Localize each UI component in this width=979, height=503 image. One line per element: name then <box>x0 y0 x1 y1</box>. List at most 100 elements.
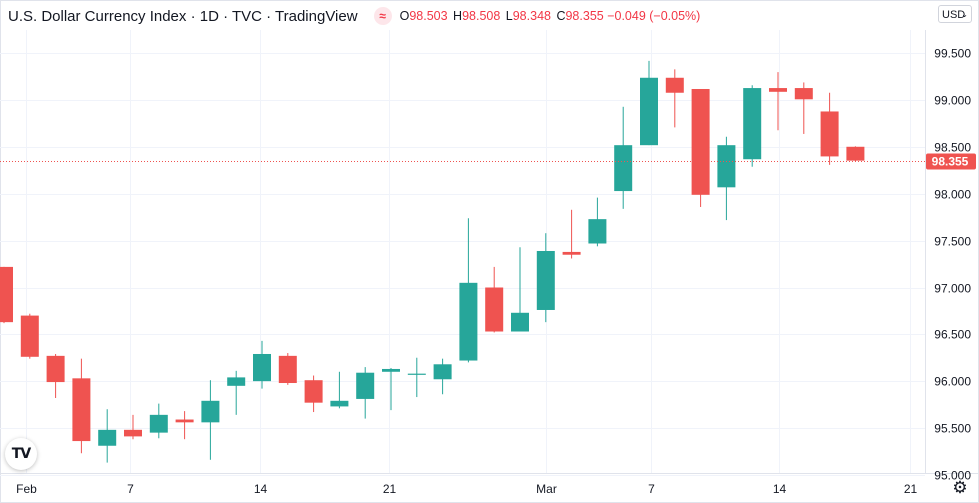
candle-body <box>175 419 194 423</box>
ohlc-open-label: O <box>399 9 410 23</box>
candle <box>407 357 426 398</box>
candle <box>253 340 271 389</box>
time-tick-label: 14 <box>773 482 787 496</box>
candle-body <box>98 429 117 446</box>
candle <box>640 60 658 146</box>
ohlc-close-value: 98.355 <box>565 9 604 23</box>
price-tick-label: 98.000 <box>934 188 971 202</box>
time-tick-label: Mar <box>536 482 557 496</box>
candle-body <box>665 77 684 93</box>
last-price-marker: 98.355 <box>0 153 976 170</box>
candle-body <box>382 368 400 372</box>
price-tick-label: 99.500 <box>934 47 971 61</box>
price-tick-label: 99.000 <box>934 94 971 108</box>
time-tick-label: 14 <box>254 482 268 496</box>
candle-body <box>794 88 813 100</box>
time-tick-label: 7 <box>648 482 655 496</box>
candle-body <box>124 429 142 437</box>
candle-body <box>562 251 581 255</box>
candle-body <box>717 145 736 188</box>
candle-body <box>253 353 271 382</box>
candle-body <box>46 355 65 383</box>
ohlc-low-value: 98.348 <box>512 9 551 23</box>
candle-body <box>201 400 220 423</box>
candle-body <box>72 378 91 442</box>
candle-body <box>820 111 839 157</box>
candles <box>0 60 865 463</box>
tradingview-logo-icon[interactable]: TV <box>5 438 37 470</box>
chart-title: U.S. Dollar Currency Index · 1D · TVC · … <box>8 7 358 25</box>
settings-gear-icon[interactable]: ⚙ <box>952 478 968 497</box>
candle-body <box>511 312 529 332</box>
currency-selector[interactable]: USD ⌄ <box>938 5 972 23</box>
last-price-badge <box>926 153 976 170</box>
candle <box>201 380 220 460</box>
ohlc-open-value: 98.503 <box>409 9 448 23</box>
delayed-data-badge-icon[interactable]: ≈ <box>373 7 392 25</box>
candle <box>511 247 529 332</box>
price-tick-label: 96.000 <box>934 375 971 389</box>
candle <box>769 72 787 131</box>
candle-body <box>691 88 710 195</box>
candle <box>691 88 710 207</box>
candle <box>304 375 323 413</box>
candle-body <box>459 282 478 361</box>
ohlc-change-value: −0.049 (−0.05%) <box>607 9 701 23</box>
time-tick-label: Feb <box>16 482 37 496</box>
candle <box>356 367 375 419</box>
candle <box>382 368 400 411</box>
candle <box>846 146 865 162</box>
candle <box>0 266 13 324</box>
candle <box>743 85 762 167</box>
ohlc-low-label: L <box>505 9 513 23</box>
candle <box>562 209 581 259</box>
price-tick-label: 98.500 <box>934 141 971 155</box>
candle-body <box>20 315 39 357</box>
candle-body <box>0 266 13 323</box>
candle <box>820 92 839 165</box>
ohlc-high-value: 98.508 <box>462 9 501 23</box>
candle-body <box>588 219 607 244</box>
ohlc-high-label: H <box>453 9 463 23</box>
candle-body <box>769 88 787 92</box>
currency-label: USD <box>942 9 966 21</box>
time-tick-label: 21 <box>383 482 397 496</box>
candle <box>46 353 65 398</box>
candle <box>330 371 349 409</box>
price-tick-label: 95.000 <box>934 469 971 483</box>
ohlc-legend: O98.503 H98.508 L98.348 C98.355 −0.049 (… <box>400 9 701 23</box>
candle <box>485 266 504 333</box>
price-tick-label: 97.500 <box>934 235 971 249</box>
candle-body <box>407 373 426 375</box>
candle <box>175 411 194 440</box>
candle-body <box>278 355 297 384</box>
candle <box>227 370 246 415</box>
chevron-down-icon: ⌄ <box>961 10 968 19</box>
time-tick-label: 7 <box>127 482 134 496</box>
candle-body <box>433 364 452 380</box>
candle <box>536 233 555 323</box>
candle <box>588 197 607 247</box>
candle-body <box>149 414 168 433</box>
price-tick-label: 97.000 <box>934 282 971 296</box>
candle <box>794 82 813 134</box>
candle <box>149 403 168 439</box>
grid-lines <box>0 30 979 476</box>
candle-body <box>304 380 323 403</box>
candle <box>614 106 633 209</box>
candle <box>717 136 736 221</box>
price-tick-label: 95.500 <box>934 422 971 436</box>
candle-body <box>356 372 375 399</box>
candle-body <box>330 400 349 407</box>
price-tick-label: 96.500 <box>934 328 971 342</box>
candle-body <box>614 145 633 192</box>
last-price-label: 98.355 <box>932 155 969 169</box>
candle-body <box>743 88 762 160</box>
price-axis: 95.000 95.500 96.000 96.500 97.000 97.500 98.0… <box>934 47 971 483</box>
ohlc-close-label: C <box>556 9 566 23</box>
candle <box>278 353 297 385</box>
candle-body <box>227 377 246 386</box>
candle <box>665 69 684 128</box>
candle <box>72 358 91 454</box>
